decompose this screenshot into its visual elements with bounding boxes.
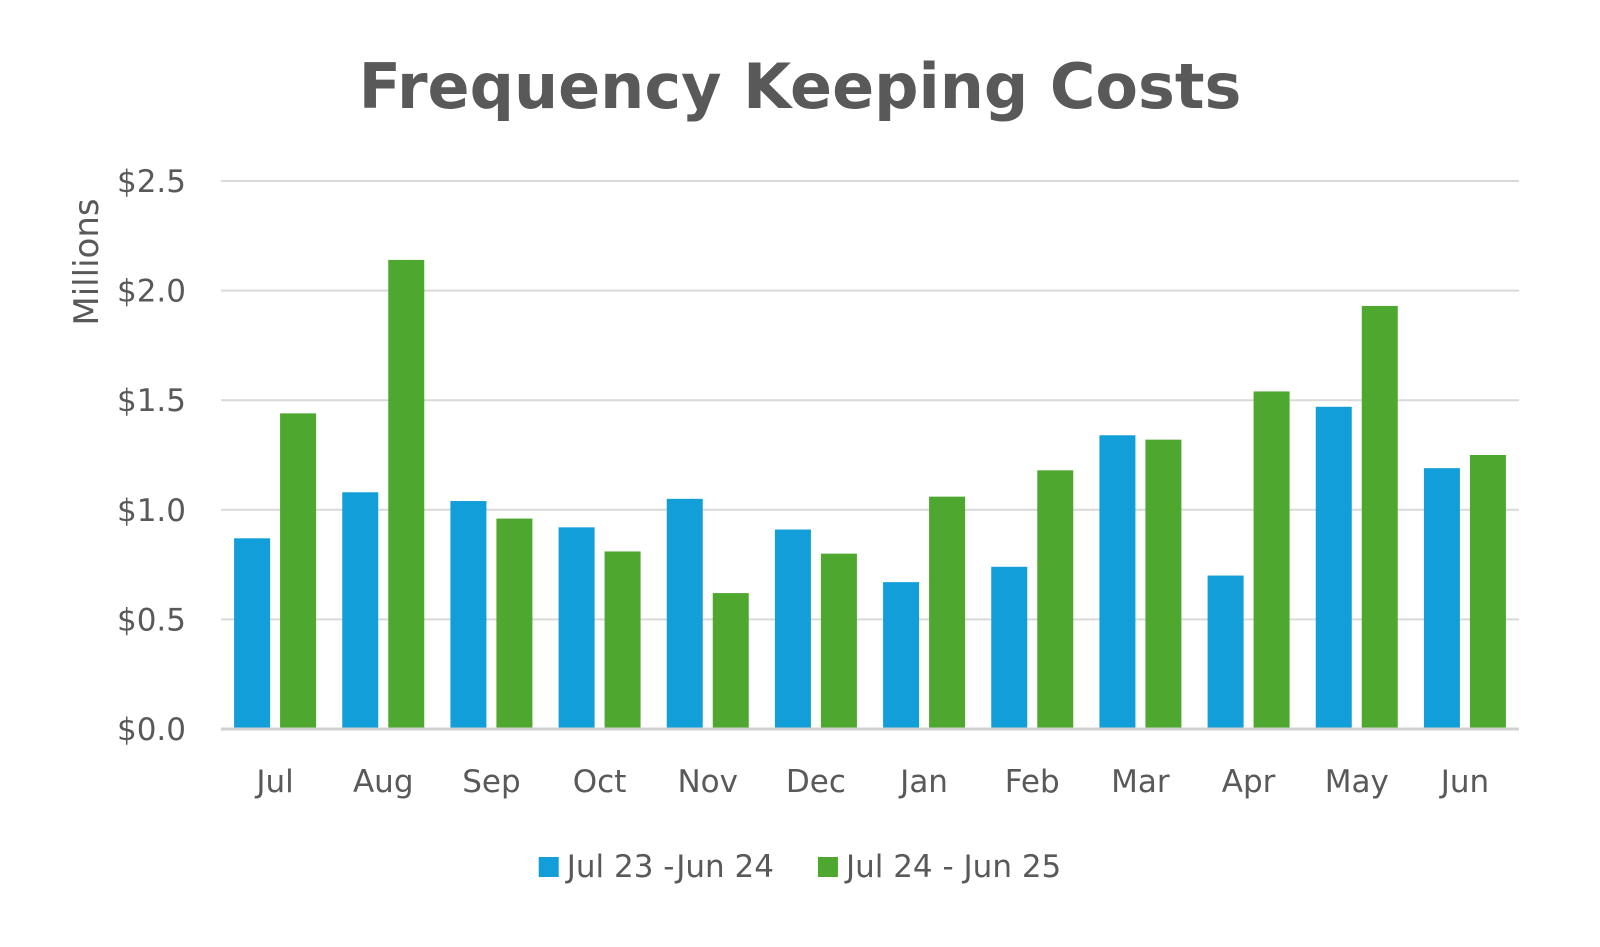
legend-label: Jul 23 -Jun 24: [565, 849, 774, 885]
y-tick-label: $2.0: [117, 274, 186, 310]
x-tick-label: Jan: [898, 764, 948, 800]
bar-jun-series-1: [1423, 468, 1460, 729]
x-tick-label: Mar: [1111, 764, 1170, 800]
bars: [234, 259, 1506, 729]
bar-feb-series-2: [1037, 470, 1074, 729]
bar-jul-series-1: [234, 538, 271, 729]
bar-aug-series-2: [388, 259, 425, 729]
x-tick-label: Jul: [254, 764, 293, 800]
x-tick-label: Feb: [1005, 764, 1060, 800]
y-axis-label: Millions: [67, 198, 107, 325]
bar-mar-series-2: [1145, 439, 1182, 729]
bar-oct-series-2: [604, 551, 641, 729]
legend-swatch: [538, 857, 559, 877]
legend-label: Jul 24 - Jun 25: [844, 849, 1061, 885]
bar-aug-series-1: [342, 492, 379, 729]
x-axis-ticks: Jul Aug Sep Oct Nov Dec Jan Feb Mar Apr May Jun: [254, 764, 1489, 800]
bar-jul-series-2: [280, 413, 317, 729]
bar-feb-series-1: [991, 566, 1028, 729]
bar-dec-series-2: [820, 553, 857, 729]
x-tick-label: Aug: [353, 764, 414, 800]
bar-may-series-1: [1315, 406, 1352, 729]
bar-jun-series-2: [1469, 455, 1506, 729]
y-tick-label: $2.5: [117, 164, 186, 200]
chart-title: Frequency Keeping Costs: [359, 50, 1242, 123]
y-tick-label: $1.0: [117, 493, 186, 529]
bar-sep-series-2: [496, 518, 533, 729]
bar-apr-series-1: [1207, 575, 1244, 729]
bar-nov-series-1: [666, 498, 703, 729]
x-tick-label: Oct: [573, 764, 627, 800]
bar-nov-series-2: [712, 593, 749, 729]
bar-jan-series-1: [883, 582, 920, 729]
bar-oct-series-1: [558, 527, 595, 729]
x-tick-label: Sep: [462, 764, 520, 800]
legend-swatch: [817, 857, 838, 877]
x-tick-label: Nov: [677, 764, 738, 800]
x-tick-label: Apr: [1222, 764, 1276, 800]
y-tick-label: $1.5: [117, 383, 186, 419]
x-tick-label: May: [1325, 764, 1389, 800]
bar-mar-series-1: [1099, 435, 1136, 729]
legend-item: Jul 23 -Jun 24: [538, 849, 774, 885]
y-axis-ticks: $0.0 $0.5 $1.0 $1.5 $2.0 $2.5: [117, 164, 186, 748]
bar-apr-series-2: [1253, 391, 1290, 729]
legend: Jul 23 -Jun 24 Jul 24 - Jun 25: [538, 849, 1061, 885]
bar-dec-series-1: [774, 529, 811, 729]
x-tick-label: Dec: [786, 764, 846, 800]
y-tick-label: $0.0: [117, 712, 186, 748]
bar-may-series-2: [1361, 305, 1398, 729]
y-tick-label: $0.5: [117, 602, 186, 638]
x-tick-label: Jun: [1439, 764, 1489, 800]
gridlines: [221, 180, 1519, 621]
legend-item: Jul 24 - Jun 25: [817, 849, 1061, 885]
bar-jan-series-2: [929, 496, 966, 729]
bar-sep-series-1: [450, 501, 487, 729]
